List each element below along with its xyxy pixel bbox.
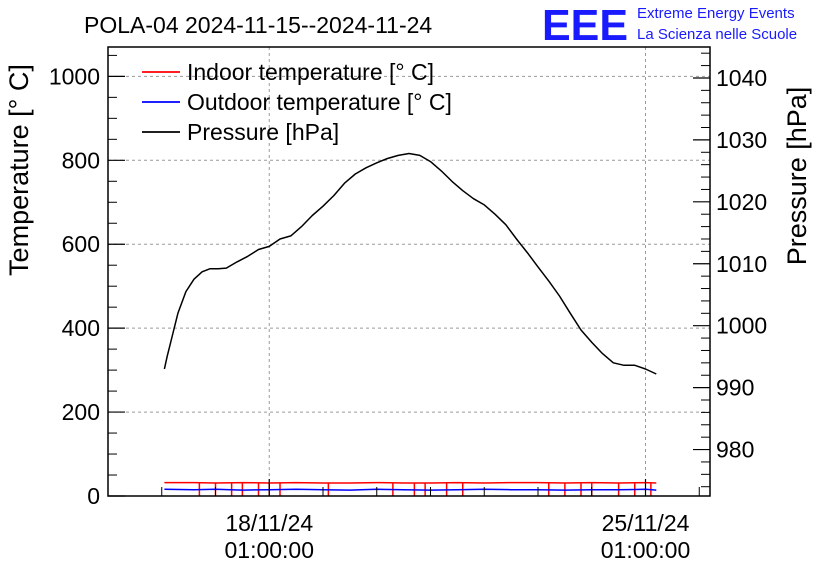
y2-axis-label: Pressure [hPa] bbox=[782, 87, 812, 266]
axis-ticks bbox=[107, 52, 710, 497]
x-tick-date: 18/11/24 bbox=[225, 510, 313, 536]
x-tick-time: 01:00:00 bbox=[224, 537, 314, 563]
axis-labels: 0 200 400 600 800 1000 980 990 1000 1010 1020 1030 1… bbox=[49, 63, 767, 563]
y-tick-label: 400 bbox=[62, 315, 100, 341]
y2-tick-label: 980 bbox=[716, 437, 754, 463]
y2-tick-label: 1020 bbox=[716, 189, 767, 215]
y-tick-label: 800 bbox=[62, 147, 100, 173]
eee-logo-mark: EEE bbox=[542, 1, 628, 50]
grid-lines bbox=[108, 47, 710, 496]
y2-tick-label: 1000 bbox=[716, 313, 767, 339]
y2-tick-label: 990 bbox=[716, 375, 754, 401]
y-tick-label: 1000 bbox=[49, 63, 100, 89]
x-tick-date: 25/11/24 bbox=[602, 510, 690, 536]
y-tick-label: 0 bbox=[87, 483, 100, 509]
y2-tick-label: 1010 bbox=[716, 251, 767, 277]
y-axis-label: Temperature [° C] bbox=[4, 64, 34, 276]
series-layer bbox=[163, 152, 657, 496]
plot-frame bbox=[107, 46, 711, 497]
y2-tick-label: 1040 bbox=[716, 65, 767, 91]
legend-label: Pressure [hPa] bbox=[187, 119, 339, 145]
y2-tick-label: 1030 bbox=[716, 127, 767, 153]
legend-label: Indoor temperature [° C] bbox=[187, 59, 434, 85]
legend-label: Outdoor temperature [° C] bbox=[187, 89, 452, 115]
x-tick-time: 01:00:00 bbox=[601, 537, 691, 563]
y-tick-label: 200 bbox=[62, 399, 100, 425]
y-tick-label: 600 bbox=[62, 231, 100, 257]
logo-line-2: La Scienza nelle Scuole bbox=[637, 26, 797, 43]
legend: Indoor temperature [° C] Outdoor temperat… bbox=[142, 59, 452, 145]
chart-title: POLA-04 2024-11-15--2024-11-24 bbox=[84, 12, 432, 38]
series-line-outdoor-temperature-c bbox=[164, 488, 657, 491]
logo-line-1: Extreme Energy Events bbox=[637, 5, 795, 22]
eee-logo: EEE Extreme Energy Events La Scienza nel… bbox=[542, 1, 797, 50]
series-line-pressure-hpa bbox=[163, 152, 657, 375]
